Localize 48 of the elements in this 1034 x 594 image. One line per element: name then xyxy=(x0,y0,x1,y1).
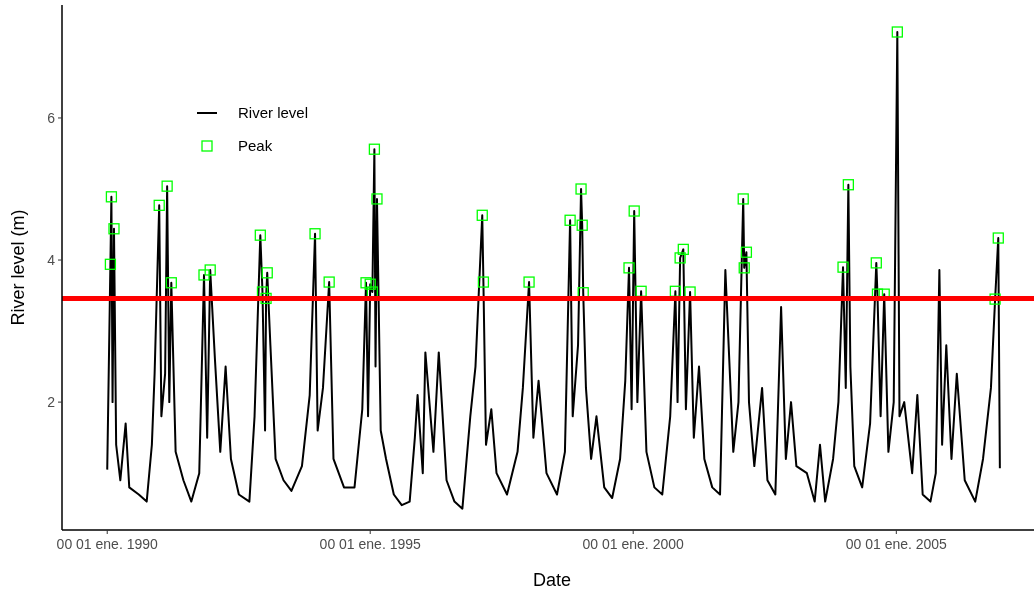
y-tick-label: 4 xyxy=(47,251,56,268)
point xyxy=(260,292,272,305)
legend-label: River level xyxy=(238,104,309,122)
point xyxy=(161,180,173,192)
point xyxy=(891,26,903,38)
point xyxy=(628,205,640,217)
x-tick-label: 00 01 ene. 1990 xyxy=(56,536,159,552)
point xyxy=(677,243,689,256)
point xyxy=(740,246,753,258)
y-axis-title: River level (m) xyxy=(8,209,28,326)
point xyxy=(153,199,165,211)
point xyxy=(309,228,321,240)
point xyxy=(198,269,210,281)
point xyxy=(165,277,177,289)
point xyxy=(477,276,490,288)
point xyxy=(368,143,381,155)
y-tick-label: 2 xyxy=(47,394,56,411)
x-axis-title: Date xyxy=(532,570,572,590)
point xyxy=(104,258,117,270)
point xyxy=(842,179,855,191)
x-tick-label: 00 01 ene. 1995 xyxy=(319,536,422,552)
point xyxy=(360,277,372,289)
point xyxy=(564,214,576,226)
point xyxy=(476,209,488,221)
point xyxy=(674,252,686,264)
point xyxy=(576,219,588,231)
point xyxy=(254,229,266,241)
point xyxy=(575,183,587,195)
y-tick-label: 6 xyxy=(47,109,56,126)
point xyxy=(738,262,750,274)
point xyxy=(108,223,120,235)
point xyxy=(623,262,635,274)
point xyxy=(992,232,1004,244)
point xyxy=(323,276,335,288)
point xyxy=(204,264,216,276)
x-tick-label: 00 01 ene. 2000 xyxy=(582,536,684,552)
x-tick-label: 00 01 ene. 2005 xyxy=(845,536,948,552)
point xyxy=(989,293,1001,305)
legend-label: Peak xyxy=(238,137,273,155)
point xyxy=(105,191,118,203)
point xyxy=(261,267,273,279)
point xyxy=(523,276,535,288)
point xyxy=(635,285,647,297)
point xyxy=(371,193,383,205)
point xyxy=(837,261,849,273)
point xyxy=(737,193,749,205)
point xyxy=(870,257,882,269)
point xyxy=(364,278,376,290)
